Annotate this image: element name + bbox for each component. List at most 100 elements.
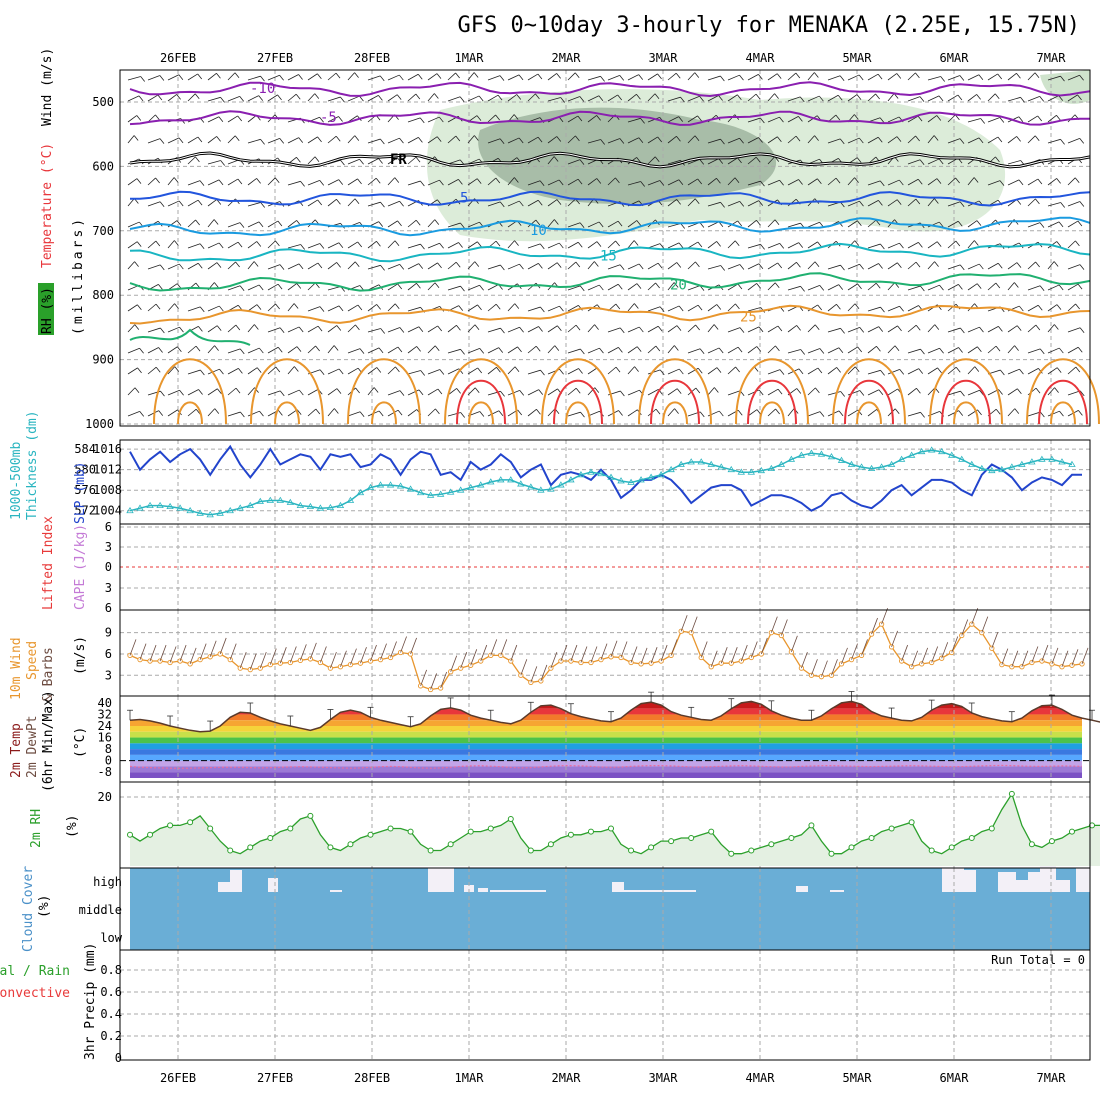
wind-barb	[187, 136, 199, 144]
wind-barb-flag	[659, 306, 665, 313]
wind-barb-flag	[258, 95, 264, 101]
wind-barb	[267, 346, 279, 354]
wind-barb-flag	[514, 240, 519, 246]
wind-barb-flag	[575, 324, 581, 331]
wind-barb	[387, 157, 398, 165]
wind-barb-flag	[716, 367, 722, 373]
wind-barb-flag	[1079, 201, 1085, 207]
wind-barb	[407, 137, 419, 144]
wind-barb	[447, 261, 457, 270]
wind-barb	[207, 160, 221, 165]
wind10-barb	[510, 644, 518, 662]
wind-barb	[767, 262, 778, 270]
surface-temp-loop	[468, 401, 494, 425]
wind-barb-flag	[619, 327, 625, 334]
cloud-gap	[478, 888, 488, 892]
thickness-marker	[436, 490, 445, 497]
wind-barb	[487, 347, 499, 354]
wind-barb-flag	[1014, 408, 1020, 414]
date-label-bottom: 4MAR	[746, 1071, 776, 1085]
wind-barb	[1007, 96, 1021, 102]
wind-barb-flag	[418, 389, 424, 396]
wind-barb	[247, 241, 258, 249]
wind-barb-flag	[619, 75, 625, 81]
wind-barb	[707, 265, 721, 270]
wind-barb	[327, 305, 340, 312]
wind-barb	[327, 179, 339, 186]
wind-barb-flag	[1018, 179, 1024, 186]
wind-barb	[347, 72, 355, 81]
wind-barb	[207, 305, 220, 312]
wind-barb	[527, 136, 539, 144]
wind-barb-flag	[160, 327, 165, 334]
wind10-barb	[189, 647, 197, 665]
wind-barb	[967, 94, 977, 102]
wind-barb	[747, 243, 761, 249]
wind-barb-flag	[657, 326, 663, 332]
wind-barb-flag	[979, 326, 984, 333]
wind-barb-flag	[720, 75, 725, 82]
wind-barb-flag	[399, 390, 405, 396]
wind-barb	[707, 95, 719, 102]
wind-barb	[647, 73, 658, 81]
wind-barb-flag	[195, 345, 201, 352]
wind-barb	[787, 116, 799, 123]
wind10-barb	[440, 671, 448, 689]
wind-barb-flag	[920, 348, 925, 355]
wind-barb-flag	[814, 72, 819, 78]
wind-barb-flag	[654, 93, 660, 99]
wind10-barb	[530, 666, 538, 683]
wind-barb-flag	[1053, 261, 1059, 267]
rh2-marker	[587, 828, 594, 835]
wind-barb-flag	[458, 242, 463, 248]
wind-barb	[627, 409, 638, 417]
wind10-barb	[730, 647, 738, 664]
wind-barb	[307, 388, 319, 396]
wind-barb-flag	[460, 412, 466, 418]
wind-barb	[487, 75, 501, 81]
wind-barb-flag	[878, 263, 883, 269]
wind-barb-flag	[499, 138, 505, 145]
wind-barb	[887, 345, 896, 354]
wind-barb-flag	[419, 117, 425, 124]
wind-barb	[467, 387, 476, 396]
wind-barb	[247, 410, 260, 417]
wind-barb-flag	[479, 348, 485, 354]
wind-barb-flag	[397, 346, 403, 353]
wind-barb	[747, 117, 761, 123]
wind-barb-flag	[355, 324, 360, 331]
wind10-marker	[297, 657, 304, 663]
temp-tick-label: 40	[98, 696, 112, 710]
wind-barb-flag	[235, 387, 241, 394]
wind10-barb	[991, 632, 999, 649]
wind-barb	[927, 178, 938, 186]
temp-grid	[120, 696, 1090, 782]
wind10-barb	[901, 644, 908, 662]
wind-barb	[187, 306, 201, 312]
wind-barb-flag	[814, 324, 820, 331]
wind-barb	[1047, 304, 1058, 312]
wind-barb	[247, 347, 260, 354]
wind-barb-flag	[557, 325, 562, 332]
wind-barb-flag	[217, 388, 222, 395]
wind-barb	[527, 73, 539, 81]
wind-barb-flag	[659, 243, 665, 249]
wind-barb	[627, 74, 639, 81]
wind-barb-flag	[415, 156, 421, 163]
wind-barb-flag	[455, 261, 461, 268]
panel-precip: 00.20.40.60.8 Run Total = 0	[100, 949, 1091, 1065]
wind-barb-flag	[556, 262, 562, 268]
temp-contour	[130, 190, 1091, 207]
wind-barb	[727, 94, 738, 102]
thickness-marker	[1008, 463, 1016, 470]
cape-label: CAPE (J/kg)	[73, 524, 88, 610]
wind10-barb	[390, 641, 397, 658]
wind-barb-flag	[1016, 136, 1021, 142]
cloud-fill	[130, 868, 1090, 950]
wind-barb	[1067, 177, 1076, 186]
wind-barb-flag	[817, 178, 822, 185]
wind-barb-flag	[596, 115, 601, 121]
wind-barb-flag	[136, 115, 142, 121]
precip-tick-label: 0.6	[100, 985, 122, 999]
